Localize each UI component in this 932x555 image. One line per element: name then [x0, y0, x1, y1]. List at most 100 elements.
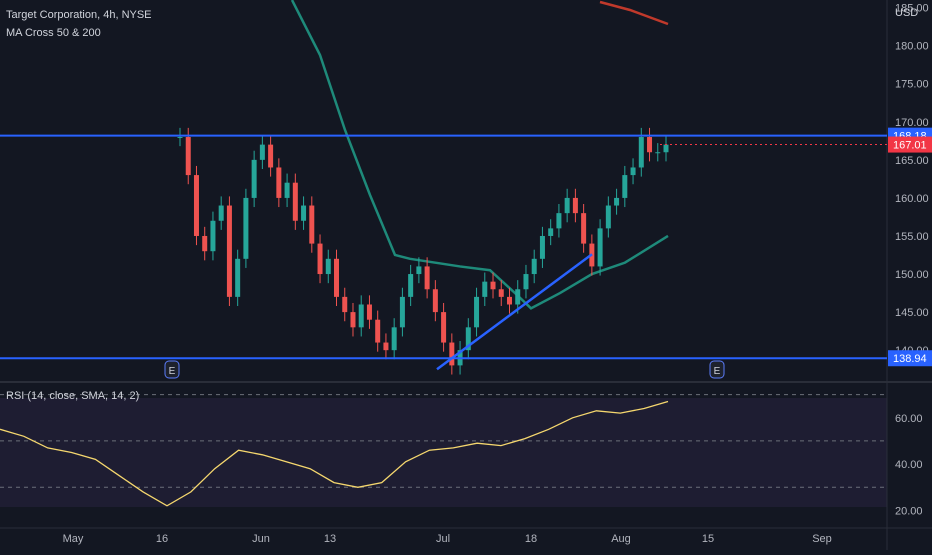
candle-body: [441, 312, 447, 343]
candle-body: [564, 197, 570, 214]
candle-body: [408, 274, 414, 297]
candle-body: [259, 144, 265, 160]
rsi-title: RSI (14, close, SMA, 14, 2): [6, 390, 140, 402]
candle-body: [416, 266, 422, 275]
candle-body: [292, 182, 298, 221]
time-tick-label: May: [63, 533, 84, 545]
earnings-label: E: [169, 366, 176, 377]
candle-body: [474, 296, 480, 328]
rsi-tick-label: 40.00: [895, 459, 923, 471]
price-tick-label: 170.00: [895, 117, 929, 129]
candle-body: [193, 175, 199, 236]
candle-body: [531, 258, 537, 275]
time-tick-label: Aug: [611, 533, 631, 545]
candle-body: [523, 274, 529, 290]
support-price-tag: 138.94: [893, 353, 927, 365]
candle-body: [383, 342, 389, 351]
candle-body: [366, 304, 372, 320]
candle-body: [177, 137, 183, 139]
candle-body: [309, 205, 315, 244]
candle-body: [506, 296, 512, 305]
candle-body: [655, 152, 661, 154]
candle-body: [210, 220, 216, 252]
candle-body: [597, 228, 603, 267]
candle-body: [342, 296, 348, 313]
time-tick-label: Jul: [436, 533, 450, 545]
candle-body: [399, 296, 405, 328]
candle-body: [317, 243, 323, 275]
candle-body: [622, 175, 628, 198]
candle-body: [276, 167, 282, 198]
price-tick-label: 180.00: [895, 41, 929, 53]
candle-body: [449, 342, 455, 366]
earnings-icon: [164, 360, 180, 379]
candle-body: [284, 182, 290, 198]
price-tick-label: 145.00: [895, 307, 929, 319]
candle-body: [630, 167, 636, 176]
candle-body: [539, 235, 545, 259]
trendline: [436, 253, 593, 371]
candle-body: [614, 197, 620, 206]
candle-body: [325, 258, 331, 275]
candle-body: [465, 327, 471, 351]
rsi-band: [0, 398, 887, 507]
candle-body: [556, 213, 562, 229]
candle-body: [218, 205, 224, 221]
earnings-icon: [709, 360, 725, 379]
ma200-line: [599, 0, 669, 26]
candle-body: [432, 289, 438, 313]
ma-legend: MA Cross 50 & 200: [6, 27, 101, 39]
time-tick-label: 18: [525, 533, 537, 545]
price-tick-label: 185.00: [895, 3, 929, 15]
candle-body: [334, 258, 340, 297]
price-tick-label: 150.00: [895, 269, 929, 281]
price-tick-label: 165.00: [895, 155, 929, 167]
candle-body: [391, 327, 397, 351]
candle-body: [498, 289, 504, 297]
price-tick-label: 160.00: [895, 193, 929, 205]
candle-body: [647, 137, 653, 153]
candle-body: [185, 137, 191, 176]
rsi-tick-label: 20.00: [895, 505, 923, 517]
candle-body: [663, 144, 669, 153]
currency-label: USD: [895, 7, 918, 19]
candle-body: [301, 205, 307, 221]
earnings-marker: E: [164, 360, 180, 379]
candle-body: [605, 205, 611, 229]
candle-body: [490, 281, 496, 290]
last-price-tag: 167.01: [893, 140, 927, 152]
candle-body: [350, 312, 356, 328]
price-tick-label: 175.00: [895, 79, 929, 91]
candle-body: [581, 213, 587, 244]
candle-body: [638, 137, 644, 168]
time-tick-label: Jun: [252, 533, 270, 545]
support-price-tag-bg: [888, 350, 932, 367]
time-tick-label: Sep: [812, 533, 832, 545]
time-tick-label: 13: [324, 533, 336, 545]
earnings-marker: E: [709, 360, 725, 379]
candle-body: [251, 159, 257, 198]
candle-body: [243, 197, 249, 259]
candle-body: [515, 289, 521, 305]
rsi-tick-label: 60.00: [895, 413, 923, 425]
candle-body: [482, 281, 488, 297]
chart-title: Target Corporation, 4h, NYSE: [6, 9, 152, 21]
candle-body: [268, 144, 274, 168]
candle-body: [572, 197, 578, 214]
price-tick-label: 155.00: [895, 231, 929, 243]
time-tick-label: 16: [156, 533, 168, 545]
earnings-label: E: [714, 366, 721, 377]
candle-body: [548, 228, 554, 236]
time-tick-label: 15: [702, 533, 714, 545]
candle-body: [235, 258, 241, 297]
ma50-line: [290, 0, 669, 310]
last-price-tag-bg: [888, 136, 932, 153]
candle-body: [424, 266, 430, 290]
candle-body: [226, 205, 232, 297]
rsi-line: [0, 400, 669, 507]
candle-body: [202, 235, 208, 252]
candle-body: [375, 319, 381, 343]
